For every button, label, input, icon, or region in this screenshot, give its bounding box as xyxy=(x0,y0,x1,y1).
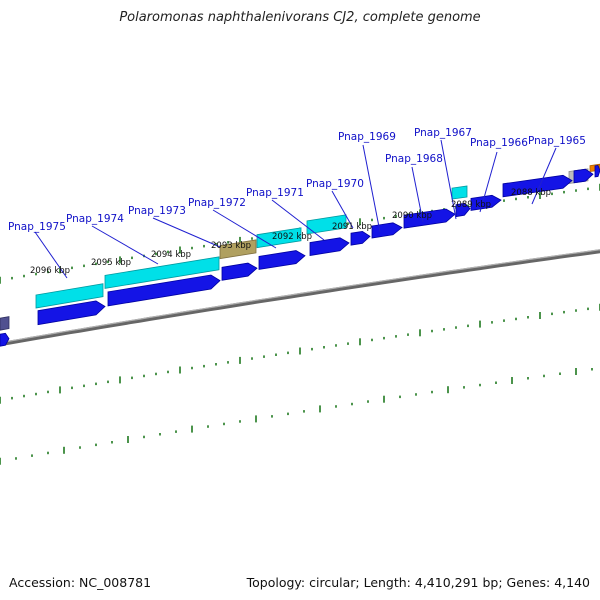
labels: 2096 kbp 2095 kbp 2094 kbp 2093 kbp 2092… xyxy=(8,127,586,276)
leader-line xyxy=(34,231,68,279)
cds-arrow xyxy=(0,332,10,347)
cds-arrow xyxy=(371,222,403,239)
gene-label-pnap-1965[interactable]: Pnap_1965 xyxy=(528,135,586,147)
backbone-highlight xyxy=(0,249,600,344)
kbp-label: 2091 kbp xyxy=(332,222,372,232)
kbp-label: 2088 kbp xyxy=(511,188,551,198)
leader-line xyxy=(91,225,159,265)
leader-line xyxy=(362,144,381,233)
rna-feature xyxy=(306,214,347,235)
kbp-label: 2090 kbp xyxy=(392,211,432,221)
gene-label-pnap-1974[interactable]: Pnap_1974 xyxy=(66,213,124,225)
rna-feature xyxy=(104,256,220,289)
kbp-label: 2089 kbp xyxy=(451,200,491,210)
kbp-label: 2094 kbp xyxy=(151,250,191,260)
backbone-line xyxy=(0,249,600,347)
gene-label-pnap-1970[interactable]: Pnap_1970 xyxy=(306,178,364,190)
leader-line xyxy=(440,139,457,220)
kbp-label: 2092 kbp xyxy=(272,232,312,242)
leader-line xyxy=(331,190,354,229)
cds-arrow xyxy=(403,208,456,229)
cds-arrow xyxy=(470,194,502,211)
label-leaders xyxy=(34,139,557,279)
slate-feature xyxy=(0,316,10,331)
gene-label-pnap-1969[interactable]: Pnap_1969 xyxy=(338,131,396,143)
leader-line xyxy=(411,166,424,223)
cds-arrow xyxy=(502,174,573,198)
rna-feature xyxy=(451,185,468,200)
gene-label-pnap-1966[interactable]: Pnap_1966 xyxy=(470,137,528,149)
leader-line xyxy=(531,147,557,205)
scale-ticks xyxy=(0,183,600,465)
gene-label-pnap-1968[interactable]: Pnap_1968 xyxy=(385,153,443,165)
cds-arrow xyxy=(350,230,371,246)
gene-label-pnap-1967[interactable]: Pnap_1967 xyxy=(414,127,472,139)
cds-arrow xyxy=(37,300,106,326)
leader-line xyxy=(479,151,498,213)
leader-line xyxy=(212,209,277,249)
cds-arrow xyxy=(573,168,594,184)
map-title: Polaromonas naphthalenivorans CJ2, compl… xyxy=(119,10,481,25)
leader-line xyxy=(271,199,325,241)
genome-backbone xyxy=(0,249,600,347)
gene-features xyxy=(0,163,600,347)
leader-line xyxy=(152,217,221,248)
gene-label-pnap-1972[interactable]: Pnap_1972 xyxy=(188,197,246,209)
olive-feature xyxy=(219,239,257,260)
gene-label-pnap-1975[interactable]: Pnap_1975 xyxy=(8,221,66,233)
cds-arrow xyxy=(455,202,471,218)
genome-summary-text: Topology: circular; Length: 4,410,291 bp… xyxy=(246,575,590,590)
cds-arrow xyxy=(309,237,350,256)
kbp-label: 2095 kbp xyxy=(91,258,131,268)
cds-arrow xyxy=(107,274,221,307)
gene-label-pnap-1971[interactable]: Pnap_1971 xyxy=(246,187,304,199)
kbp-label: 2096 kbp xyxy=(30,266,70,276)
accession-text: Accession: NC_008781 xyxy=(9,575,152,590)
cds-arrow xyxy=(221,262,258,281)
cds-arrow xyxy=(594,165,600,178)
rna-feature xyxy=(35,283,104,309)
cds-arrow xyxy=(258,250,306,270)
kbp-label: 2093 kbp xyxy=(211,241,251,251)
gene-label-pnap-1973[interactable]: Pnap_1973 xyxy=(128,205,186,217)
